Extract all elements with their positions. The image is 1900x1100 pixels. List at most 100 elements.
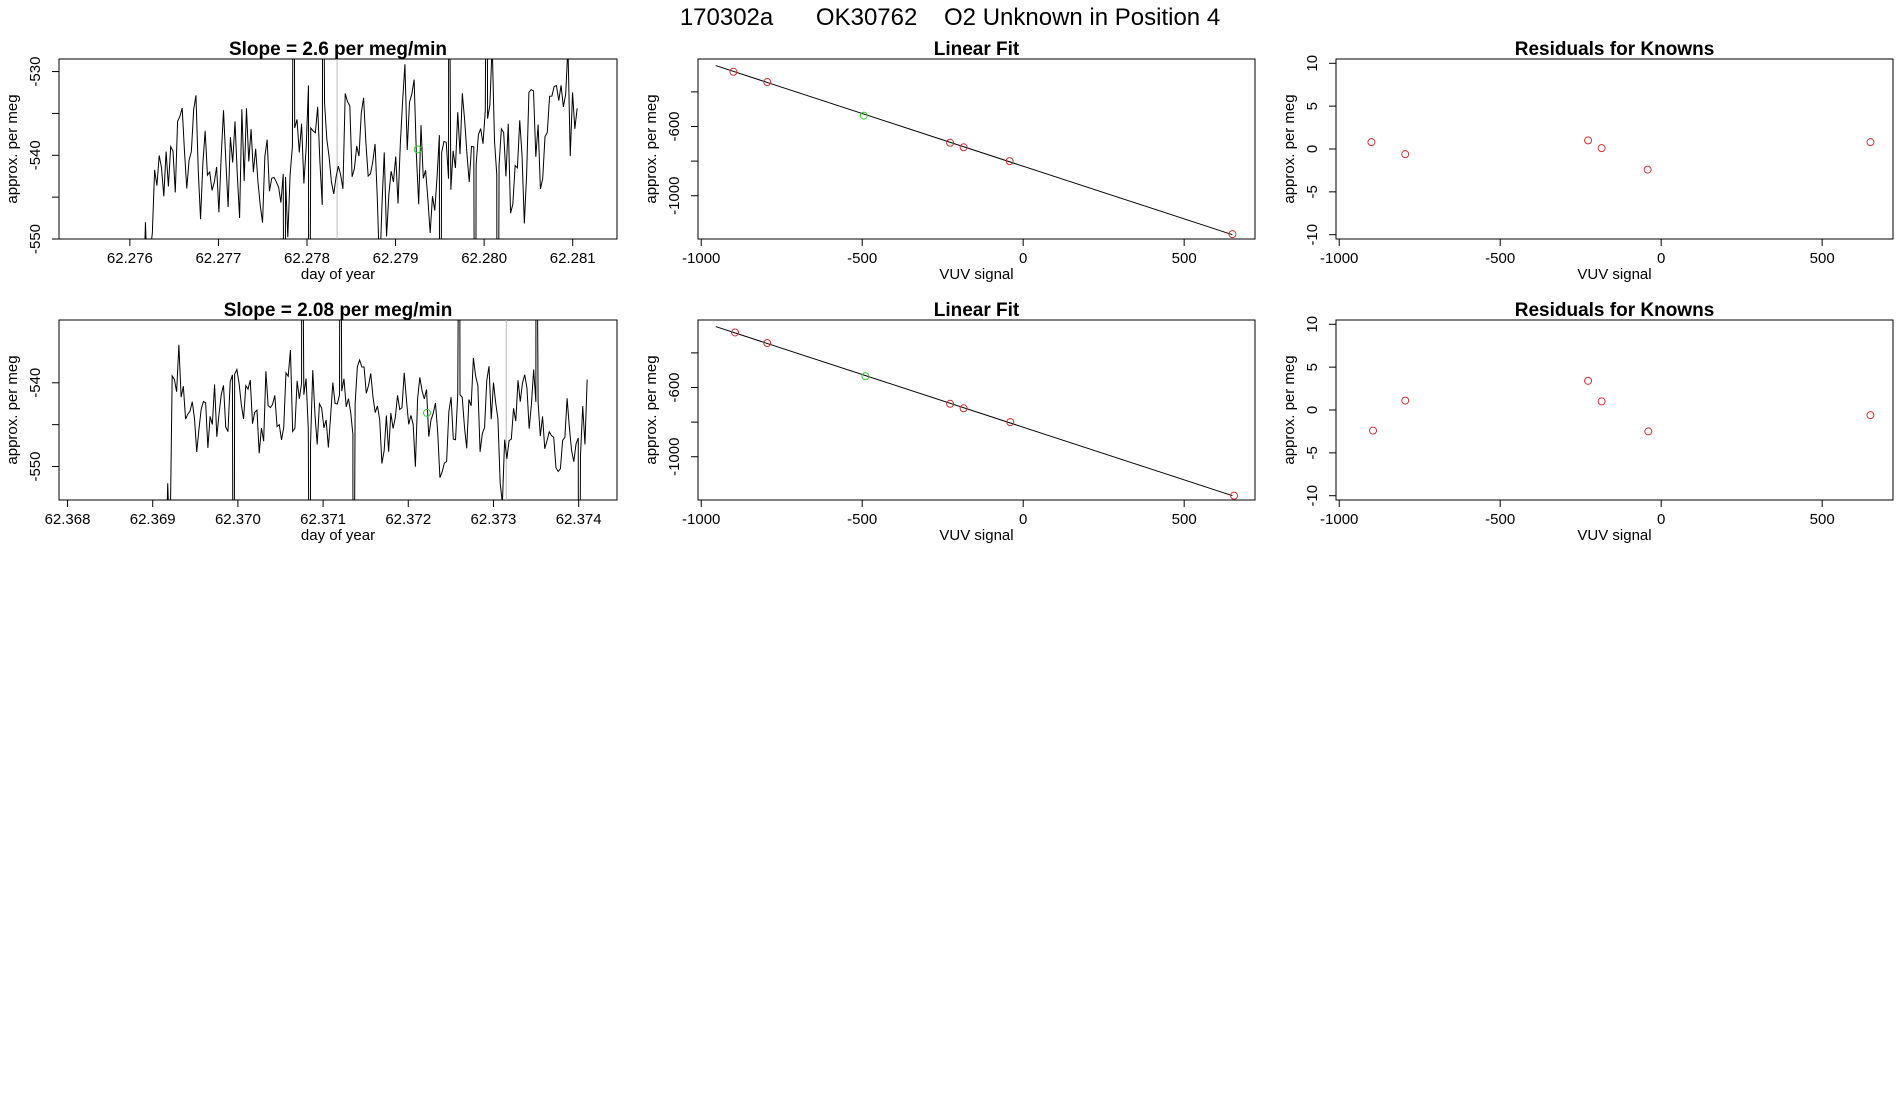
plot-frame <box>1335 319 1894 501</box>
x-tick-label: 0 <box>1657 511 1665 528</box>
unknown-point <box>413 145 422 154</box>
x-tick-label: 62.278 <box>284 250 330 267</box>
known-point <box>729 67 738 76</box>
x-tick-label: 62.276 <box>107 250 153 267</box>
plot-fit2: Linear Fit -1000 -500 0 500 -600 -1000 VUV sign… <box>643 300 1256 544</box>
residual-point <box>1643 165 1652 174</box>
plot-title: Residuals for Knowns <box>1515 300 1715 321</box>
plot-title: Linear Fit <box>934 39 1020 60</box>
unknown-point <box>861 372 870 381</box>
y-tick-label: -550 <box>27 451 44 481</box>
plot-area <box>1367 136 1875 174</box>
residual-point <box>1644 427 1653 436</box>
plot-frame <box>697 319 1256 501</box>
x-tick-label: 62.368 <box>45 511 91 528</box>
y-tick-label: -5 <box>1304 185 1321 198</box>
y-tick-label: -10 <box>1304 485 1321 507</box>
y-tick-label: -600 <box>666 372 683 402</box>
y-tick-label: -540 <box>27 368 44 398</box>
residual-point <box>1369 426 1378 435</box>
x-tick-label: 62.369 <box>130 511 176 528</box>
y-tick-label: -600 <box>666 111 683 141</box>
plot-title: Slope = 2.6 per meg/min <box>229 39 447 60</box>
plot-ts2: Slope = 2.08 per meg/min 62.368 62.369 62.3… <box>4 300 618 544</box>
y-tick-label: 5 <box>1304 363 1321 371</box>
known-point <box>731 328 740 337</box>
plot-area <box>1369 376 1875 436</box>
y-axis-label: approx. per meg <box>643 94 660 203</box>
plot-fit1: Linear Fit -1000 -500 0 500 -600 -1000 VUV sign… <box>643 39 1256 283</box>
y-tick-label: -10 <box>1304 224 1321 246</box>
residual-point <box>1597 397 1606 406</box>
y-tick-label: -540 <box>27 140 44 170</box>
plot-title: Slope = 2.08 per meg/min <box>224 300 453 321</box>
y-tick-label: -5 <box>1304 446 1321 459</box>
known-point <box>946 138 955 147</box>
x-tick-label: 0 <box>1019 511 1027 528</box>
y-tick-label: -1000 <box>666 177 683 215</box>
x-axis-label: VUV signal <box>939 527 1013 544</box>
x-tick-label: -1000 <box>682 250 720 267</box>
unknown-point <box>859 111 868 120</box>
x-tick-label: -1000 <box>682 511 720 528</box>
x-tick-label: 500 <box>1172 511 1197 528</box>
y-axis-label: approx. per meg <box>4 94 21 203</box>
residual-point <box>1401 150 1410 159</box>
x-tick-label: 62.281 <box>550 250 596 267</box>
plot-area <box>715 326 1239 500</box>
figure-title: 170302a OK30762 O2 Unknown in Position 4 <box>680 4 1220 31</box>
known-point <box>959 404 968 413</box>
plot-frame <box>1335 58 1894 240</box>
y-tick-label: -550 <box>27 224 44 254</box>
x-tick-label: 62.370 <box>215 511 261 528</box>
x-tick-label: 62.279 <box>373 250 419 267</box>
figure-title-run-id: 170302a <box>680 4 774 31</box>
residual-point <box>1584 136 1593 145</box>
x-tick-label: 0 <box>1657 250 1665 267</box>
time-series-line <box>166 320 588 500</box>
plot-res1: Residuals for Knowns -1000 -500 0 500 10 5 0 -5 -… <box>1281 39 1894 283</box>
plot-frame <box>58 319 618 501</box>
known-point <box>763 78 772 87</box>
unknown-point <box>423 408 432 417</box>
fit-line <box>715 326 1233 497</box>
y-tick-label: -530 <box>27 57 44 87</box>
x-tick-label: 0 <box>1019 250 1027 267</box>
x-tick-label: 62.277 <box>195 250 241 267</box>
x-tick-label: -500 <box>847 511 877 528</box>
y-tick-label: 10 <box>1304 316 1321 333</box>
residual-point <box>1866 138 1875 147</box>
residual-point <box>1401 396 1410 405</box>
plot-res2: Residuals for Knowns -1000 -500 0 500 10 5 0 -5 -… <box>1281 300 1894 544</box>
known-point <box>1006 418 1015 427</box>
y-axis-label: approx. per meg <box>1281 94 1298 203</box>
plot-frame <box>697 58 1256 240</box>
plot-area <box>166 320 588 500</box>
known-point <box>1005 157 1014 166</box>
known-point <box>946 399 955 408</box>
x-axis-label: day of year <box>301 527 375 544</box>
x-tick-label: -500 <box>1485 250 1515 267</box>
known-point <box>959 143 968 152</box>
y-axis-label: approx. per meg <box>643 355 660 464</box>
x-tick-label: 62.371 <box>300 511 346 528</box>
x-tick-label: -1000 <box>1320 511 1358 528</box>
residual-point <box>1367 138 1376 147</box>
x-tick-label: 500 <box>1810 250 1835 267</box>
known-point <box>763 339 772 348</box>
x-tick-label: -1000 <box>1320 250 1358 267</box>
x-axis-label: day of year <box>301 266 375 283</box>
y-tick-label: -1000 <box>666 438 683 476</box>
x-tick-label: 62.372 <box>385 511 431 528</box>
y-tick-label: 5 <box>1304 102 1321 110</box>
x-tick-label: 62.280 <box>461 250 507 267</box>
known-point <box>1228 230 1237 239</box>
plot-ts1: Slope = 2.6 per meg/min 62.276 62.277 62.27… <box>4 39 618 283</box>
plot-frame <box>58 58 618 240</box>
y-tick-label: 10 <box>1304 55 1321 72</box>
x-tick-label: 500 <box>1172 250 1197 267</box>
y-tick-label: 0 <box>1304 145 1321 153</box>
x-tick-label: -500 <box>1485 511 1515 528</box>
x-tick-label: 62.374 <box>556 511 602 528</box>
